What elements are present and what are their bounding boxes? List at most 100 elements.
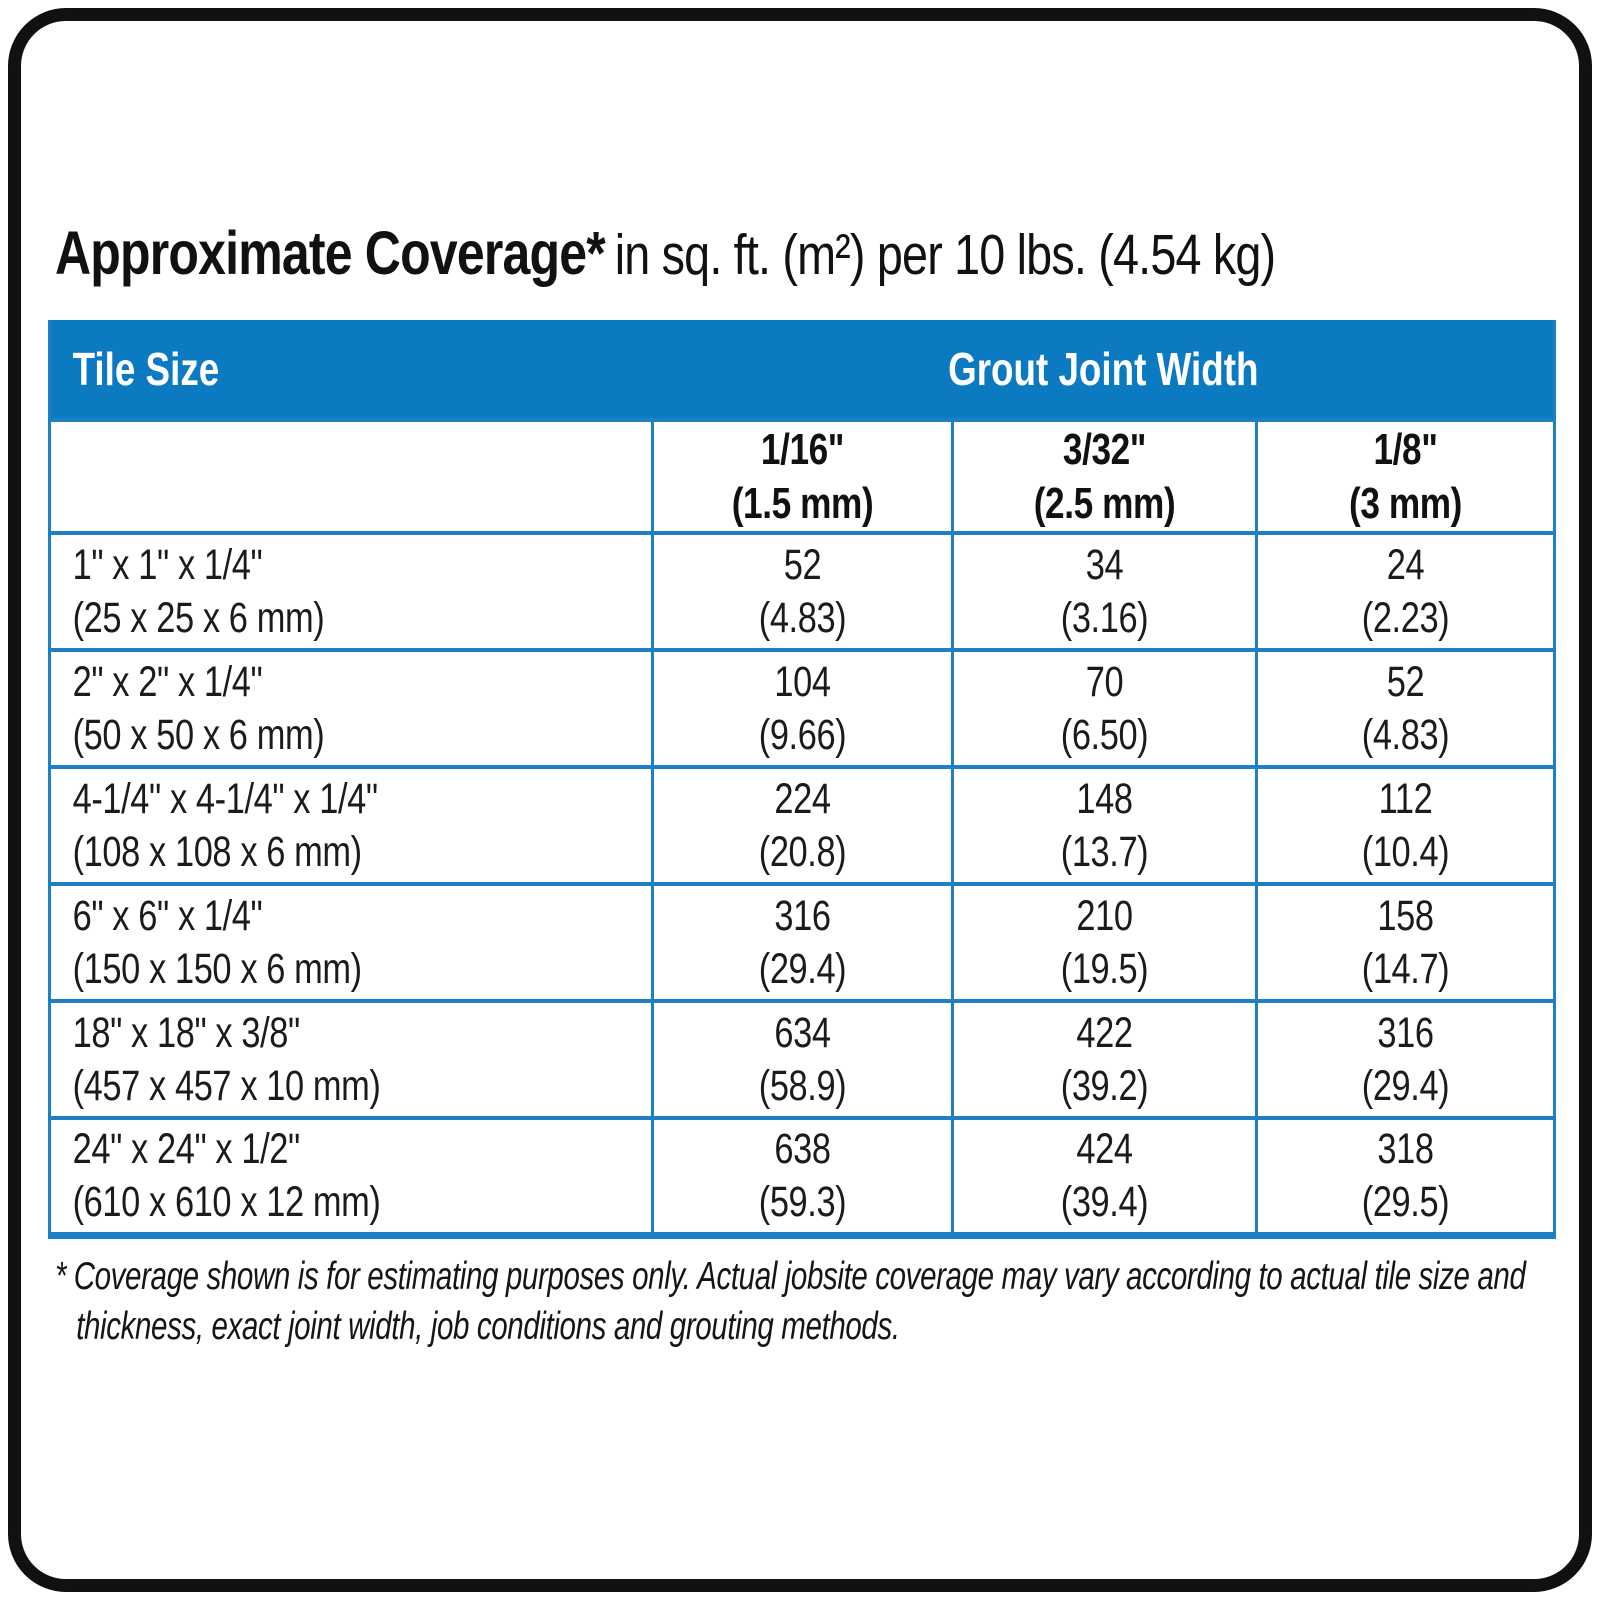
coverage-m2: (29.4) bbox=[758, 944, 847, 993]
coverage-cell: 316 (29.4) bbox=[1254, 999, 1557, 1120]
coverage-cell: 316 (29.4) bbox=[651, 882, 954, 1003]
table-row: 24" x 24" x 1/2" (610 x 610 x 12 mm) 638… bbox=[48, 1116, 1557, 1237]
coverage-sqft: 316 bbox=[1377, 1008, 1434, 1057]
tile-size-mm: (610 x 610 x 12 mm) bbox=[72, 1177, 381, 1226]
coverage-m2: (19.5) bbox=[1060, 944, 1149, 993]
tile-size-cell: 24" x 24" x 1/2" (610 x 610 x 12 mm) bbox=[48, 1116, 654, 1237]
coverage-cell: 148 (13.7) bbox=[951, 765, 1258, 886]
joint-width-inches: 3/32" bbox=[1062, 424, 1147, 474]
joint-width-mm: (3 mm) bbox=[1349, 478, 1463, 528]
tile-size-header-label: Tile Size bbox=[72, 343, 220, 395]
coverage-sqft: 316 bbox=[774, 891, 831, 940]
coverage-cell: 34 (3.16) bbox=[951, 531, 1258, 652]
coverage-cell: 634 (58.9) bbox=[651, 999, 954, 1120]
empty-subheader-cell bbox=[48, 418, 654, 535]
coverage-cell: 52 (4.83) bbox=[651, 531, 954, 652]
coverage-m2: (58.9) bbox=[758, 1061, 847, 1110]
coverage-m2: (2.23) bbox=[1361, 593, 1450, 642]
coverage-cell: 52 (4.83) bbox=[1254, 648, 1557, 769]
coverage-sqft: 638 bbox=[774, 1124, 831, 1173]
coverage-m2: (4.83) bbox=[1361, 710, 1450, 759]
joint-width-inches: 1/8" bbox=[1373, 424, 1438, 474]
coverage-cell: 224 (20.8) bbox=[651, 765, 954, 886]
table-header-row: Tile Size Grout Joint Width bbox=[49, 320, 1555, 420]
coverage-m2: (29.4) bbox=[1361, 1061, 1450, 1110]
tile-size-cell: 1" x 1" x 1/4" (25 x 25 x 6 mm) bbox=[48, 531, 654, 652]
coverage-cell: 158 (14.7) bbox=[1254, 882, 1557, 1003]
tile-size-cell: 6" x 6" x 1/4" (150 x 150 x 6 mm) bbox=[48, 882, 654, 1003]
coverage-cell: 70 (6.50) bbox=[951, 648, 1258, 769]
grout-joint-width-header-label: Grout Joint Width bbox=[947, 343, 1258, 395]
coverage-sqft: 210 bbox=[1076, 891, 1133, 940]
table-row: 18" x 18" x 3/8" (457 x 457 x 10 mm) 634… bbox=[48, 999, 1557, 1120]
tile-size-mm: (50 x 50 x 6 mm) bbox=[72, 710, 325, 759]
coverage-m2: (39.2) bbox=[1060, 1061, 1149, 1110]
coverage-sqft: 158 bbox=[1377, 891, 1434, 940]
tile-size-mm: (457 x 457 x 10 mm) bbox=[72, 1061, 381, 1110]
coverage-sqft: 70 bbox=[1085, 657, 1124, 706]
table-row: 2" x 2" x 1/4" (50 x 50 x 6 mm) 104 (9.6… bbox=[48, 648, 1557, 769]
coverage-m2: (6.50) bbox=[1060, 710, 1149, 759]
tile-size-inches: 24" x 24" x 1/2" bbox=[72, 1124, 301, 1173]
joint-width-cell-1-16: 1/16" (1.5 mm) bbox=[651, 418, 954, 535]
tile-size-mm: (150 x 150 x 6 mm) bbox=[72, 944, 363, 993]
footnote-text-block: * Coverage shown is for estimating purpos… bbox=[55, 1252, 1552, 1352]
coverage-cell: 104 (9.66) bbox=[651, 648, 954, 769]
tile-size-mm: (25 x 25 x 6 mm) bbox=[72, 593, 325, 642]
tile-size-inches: 4-1/4" x 4-1/4" x 1/4" bbox=[72, 774, 379, 823]
joint-width-subheader-row: 1/16" (1.5 mm) 3/32" (2.5 mm) 1/8" (3 mm… bbox=[48, 418, 1557, 535]
coverage-sqft: 318 bbox=[1377, 1124, 1434, 1173]
coverage-sqft: 52 bbox=[783, 540, 822, 589]
tile-size-cell: 18" x 18" x 3/8" (457 x 457 x 10 mm) bbox=[48, 999, 654, 1120]
tile-size-inches: 1" x 1" x 1/4" bbox=[72, 540, 263, 589]
joint-width-inches: 1/16" bbox=[760, 424, 845, 474]
coverage-cell: 112 (10.4) bbox=[1254, 765, 1557, 886]
coverage-m2: (10.4) bbox=[1361, 827, 1450, 876]
tile-size-mm: (108 x 108 x 6 mm) bbox=[72, 827, 363, 876]
tile-size-inches: 18" x 18" x 3/8" bbox=[72, 1008, 301, 1057]
coverage-sqft: 24 bbox=[1386, 540, 1425, 589]
coverage-cell: 424 (39.4) bbox=[951, 1116, 1258, 1237]
coverage-m2: (29.5) bbox=[1361, 1177, 1450, 1226]
coverage-m2: (59.3) bbox=[758, 1177, 847, 1226]
coverage-sqft: 34 bbox=[1085, 540, 1124, 589]
tile-size-header-cell: Tile Size bbox=[49, 320, 653, 420]
page-title-units: in sq. ft. (m²) per 10 lbs. (4.54 kg) bbox=[614, 223, 1276, 287]
tile-size-inches: 2" x 2" x 1/4" bbox=[72, 657, 263, 706]
footnote-asterisk: * bbox=[55, 1255, 67, 1298]
coverage-cell: 638 (59.3) bbox=[651, 1116, 954, 1237]
coverage-m2: (9.66) bbox=[758, 710, 847, 759]
coverage-m2: (14.7) bbox=[1361, 944, 1450, 993]
coverage-cell: 422 (39.2) bbox=[951, 999, 1258, 1120]
tile-size-inches: 6" x 6" x 1/4" bbox=[72, 891, 263, 940]
coverage-sqft: 424 bbox=[1076, 1124, 1133, 1173]
coverage-sqft: 634 bbox=[774, 1008, 831, 1057]
coverage-sqft: 104 bbox=[774, 657, 831, 706]
table-row: 4-1/4" x 4-1/4" x 1/4" (108 x 108 x 6 mm… bbox=[48, 765, 1557, 886]
coverage-m2: (4.83) bbox=[758, 593, 847, 642]
coverage-cell: 318 (29.5) bbox=[1254, 1116, 1557, 1237]
grout-joint-width-header-cell: Grout Joint Width bbox=[652, 320, 1555, 420]
coverage-sqft: 112 bbox=[1378, 774, 1433, 823]
coverage-sqft: 422 bbox=[1076, 1008, 1133, 1057]
coverage-m2: (13.7) bbox=[1060, 827, 1149, 876]
table-row: 6" x 6" x 1/4" (150 x 150 x 6 mm) 316 (2… bbox=[48, 882, 1557, 1003]
coverage-cell: 210 (19.5) bbox=[951, 882, 1258, 1003]
joint-width-cell-3-32: 3/32" (2.5 mm) bbox=[951, 418, 1258, 535]
coverage-sqft: 224 bbox=[774, 774, 831, 823]
coverage-table: Tile Size Grout Joint Width 1/16" (1.5 m… bbox=[48, 320, 1557, 1239]
page-title-bold: Approximate Coverage* bbox=[55, 219, 606, 287]
page-title: Approximate Coverage* in sq. ft. (m²) per… bbox=[55, 218, 1276, 305]
joint-width-mm: (1.5 mm) bbox=[731, 478, 874, 528]
coverage-m2: (39.4) bbox=[1060, 1177, 1149, 1226]
tile-size-cell: 2" x 2" x 1/4" (50 x 50 x 6 mm) bbox=[48, 648, 654, 769]
tile-size-cell: 4-1/4" x 4-1/4" x 1/4" (108 x 108 x 6 mm… bbox=[48, 765, 654, 886]
footnote: * Coverage shown is for estimating purpos… bbox=[55, 1252, 1555, 1352]
joint-width-mm: (2.5 mm) bbox=[1033, 478, 1176, 528]
coverage-m2: (3.16) bbox=[1060, 593, 1149, 642]
coverage-cell: 24 (2.23) bbox=[1254, 531, 1557, 652]
table-row: 1" x 1" x 1/4" (25 x 25 x 6 mm) 52 (4.83… bbox=[48, 531, 1557, 652]
coverage-sqft: 52 bbox=[1386, 657, 1425, 706]
footnote-text: Coverage shown is for estimating purpose… bbox=[73, 1255, 1526, 1348]
coverage-m2: (20.8) bbox=[758, 827, 847, 876]
